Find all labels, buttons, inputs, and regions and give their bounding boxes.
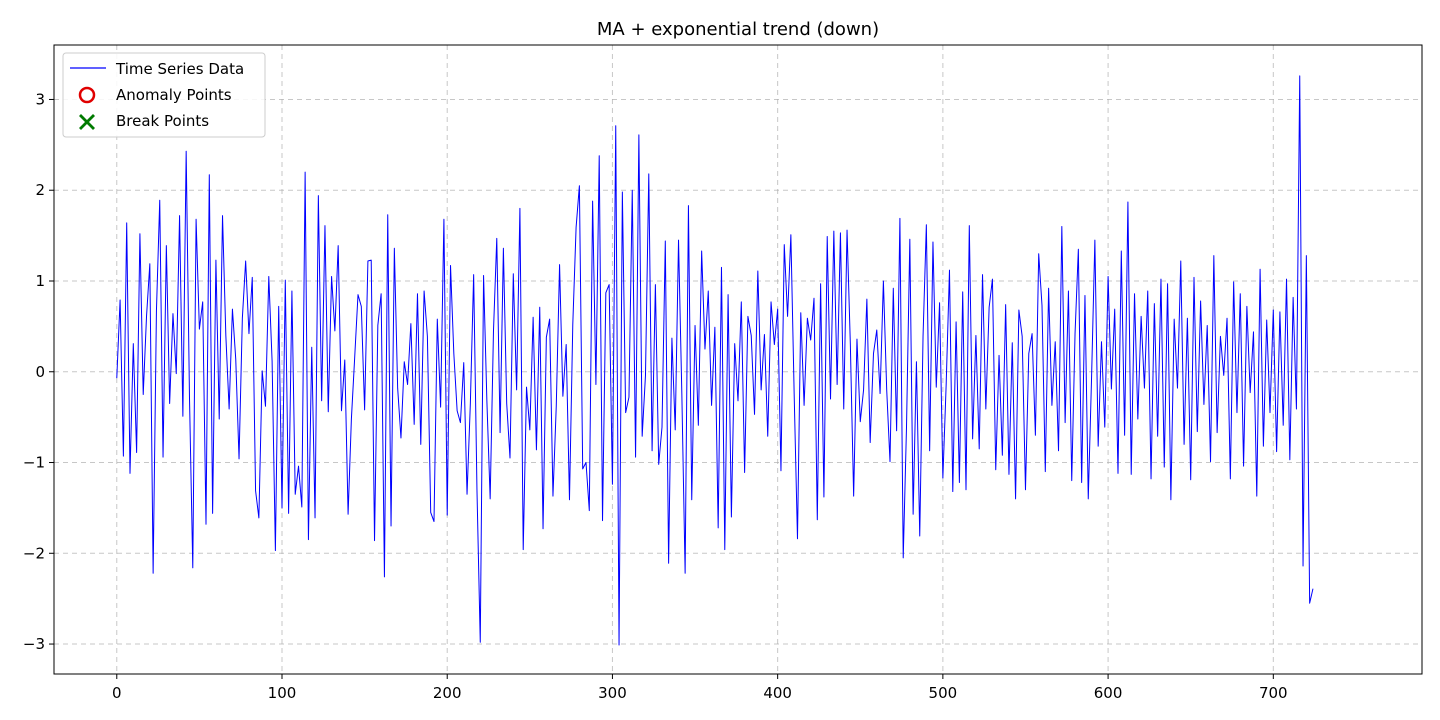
x-tick-label: 500 <box>929 684 958 702</box>
y-tick-label: 3 <box>35 90 45 108</box>
y-tick-label: −3 <box>23 635 45 653</box>
y-tick-label: −1 <box>23 454 45 472</box>
legend-break-icon <box>79 114 95 130</box>
y-axis: −3 −2 −1 0 1 2 3 <box>23 90 54 653</box>
grid <box>54 45 1422 674</box>
legend-label-series: Time Series Data <box>115 60 244 78</box>
x-tick-label: 700 <box>1259 684 1288 702</box>
y-tick-label: 0 <box>35 363 45 381</box>
x-axis: 0 100 200 300 400 500 600 700 <box>112 674 1288 702</box>
legend-label-break: Break Points <box>116 112 209 130</box>
legend-box <box>62 52 266 138</box>
chart-title: MA + exponential trend (down) <box>597 19 879 40</box>
y-tick-label: −2 <box>23 544 45 562</box>
x-tick-label: 400 <box>763 684 792 702</box>
plot-area <box>116 75 1314 646</box>
y-tick-label: 2 <box>35 181 45 199</box>
legend-anomaly-icon <box>78 86 96 104</box>
x-tick-label: 300 <box>598 684 627 702</box>
series-line-time-series-data <box>116 75 1314 646</box>
legend: Time Series Data Anomaly Points Break Po… <box>62 52 266 138</box>
x-tick-label: 600 <box>1094 684 1123 702</box>
x-tick-label: 100 <box>268 684 297 702</box>
plot-frame <box>53 44 1423 675</box>
y-tick-label: 1 <box>35 272 45 290</box>
legend-label-anomaly: Anomaly Points <box>116 86 232 104</box>
x-tick-label: 200 <box>433 684 462 702</box>
x-tick-label: 0 <box>112 684 122 702</box>
